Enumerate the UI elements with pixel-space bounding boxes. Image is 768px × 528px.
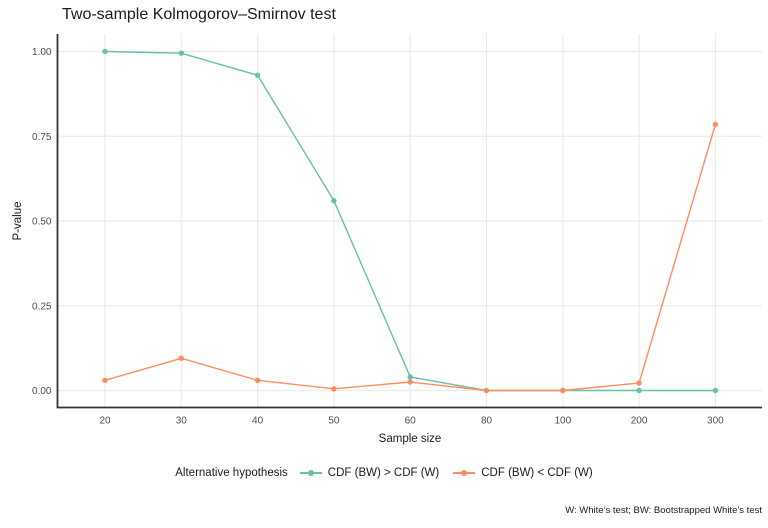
x-tick-label: 60 bbox=[405, 416, 417, 427]
data-point bbox=[178, 50, 184, 56]
data-point bbox=[331, 386, 337, 392]
legend: Alternative hypothesis CDF (BW) > CDF (W… bbox=[0, 466, 768, 480]
caption: W: White’s test; BW: Bootstrapped White’… bbox=[565, 505, 762, 516]
data-point bbox=[560, 387, 566, 394]
data-point bbox=[331, 197, 337, 204]
y-tick-label: 0.75 bbox=[32, 132, 52, 143]
legend-item-label: CDF (BW) > CDF (W) bbox=[327, 467, 440, 479]
x-tick-label: 200 bbox=[631, 416, 648, 427]
legend-title: Alternative hypothesis bbox=[175, 467, 288, 479]
legend-key-icon bbox=[453, 466, 476, 480]
x-axis-title: Sample size bbox=[378, 433, 442, 445]
x-tick-label: 20 bbox=[99, 416, 111, 427]
data-point bbox=[636, 380, 642, 386]
x-tick-label: 100 bbox=[554, 416, 571, 427]
data-point bbox=[102, 377, 108, 384]
y-tick-label: 0.00 bbox=[32, 386, 52, 397]
x-tick-label: 300 bbox=[707, 416, 724, 427]
data-point bbox=[407, 374, 413, 380]
legend-item: CDF (BW) < CDF (W) bbox=[453, 466, 593, 480]
y-tick-label: 1.00 bbox=[32, 47, 52, 58]
legend-key-icon bbox=[299, 466, 322, 480]
data-point bbox=[636, 387, 642, 394]
y-axis-title: P-value bbox=[12, 201, 24, 241]
legend-item: CDF (BW) > CDF (W) bbox=[299, 466, 440, 480]
x-tick-label: 50 bbox=[328, 416, 340, 427]
x-tick-label: 40 bbox=[252, 416, 264, 427]
y-tick-label: 0.50 bbox=[32, 217, 52, 228]
data-point bbox=[254, 72, 261, 78]
x-tick-label: 80 bbox=[481, 416, 493, 427]
data-point bbox=[254, 377, 261, 384]
data-point bbox=[712, 121, 719, 128]
data-point bbox=[483, 387, 490, 394]
legend-items: CDF (BW) > CDF (W) CDF (BW) < CDF (W) bbox=[299, 466, 593, 480]
chart-title: Two-sample Kolmogorov–Smirnov test bbox=[62, 6, 336, 23]
data-point bbox=[407, 379, 413, 385]
data-point bbox=[712, 387, 719, 394]
data-point bbox=[178, 355, 184, 361]
data-point bbox=[102, 48, 108, 55]
legend-item-label: CDF (BW) < CDF (W) bbox=[481, 467, 593, 479]
x-tick-label: 30 bbox=[176, 416, 188, 427]
y-tick-label: 0.25 bbox=[32, 301, 52, 312]
